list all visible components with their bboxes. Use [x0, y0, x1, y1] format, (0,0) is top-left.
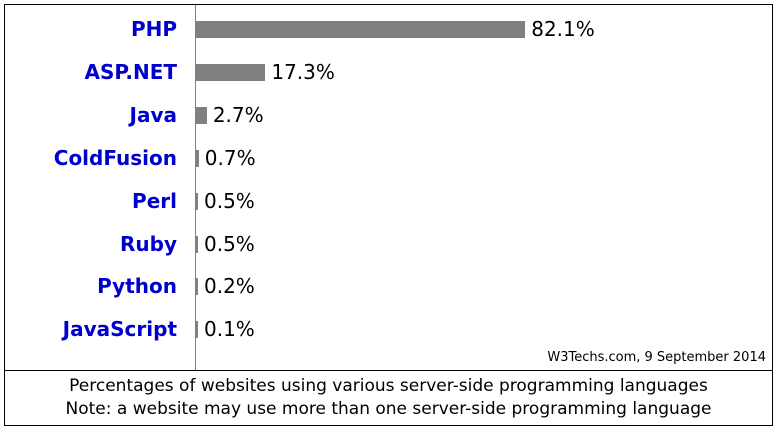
category-label: Python: [97, 274, 177, 299]
bar: [196, 192, 198, 210]
caption-line-2: Note: a website may use more than one se…: [65, 399, 712, 419]
chart-caption: Percentages of websites using various se…: [5, 371, 772, 421]
value-label: 0.1%: [204, 317, 255, 342]
bar: [196, 278, 198, 296]
category-label: JavaScript: [62, 317, 177, 342]
category-label: ColdFusion: [53, 145, 177, 170]
bar: [196, 149, 199, 167]
value-label: 0.5%: [204, 188, 255, 213]
category-label: Java: [129, 102, 177, 127]
bar: [196, 321, 198, 339]
value-label: 0.2%: [204, 274, 255, 299]
category-label: ASP.NET: [84, 59, 177, 84]
category-label: Perl: [132, 188, 177, 213]
bar: [196, 63, 266, 81]
bar: [196, 106, 207, 124]
value-label: 0.7%: [204, 145, 256, 170]
bar: [196, 235, 198, 253]
chart-credit: W3Techs.com, 9 September 2014: [547, 350, 766, 365]
plot-area: PHP 82.1% ASP.NET 17.3% Java 2.7% ColdFusion 0.…: [5, 5, 772, 371]
caption-line-1: Percentages of websites using various se…: [69, 376, 708, 396]
value-label: 0.5%: [204, 231, 255, 256]
value-label: 82.1%: [531, 17, 595, 41]
category-label: Ruby: [120, 231, 177, 256]
y-axis-line: [195, 5, 196, 370]
category-label: PHP: [130, 17, 177, 41]
chart-frame: PHP 82.1% ASP.NET 17.3% Java 2.7% ColdFusion 0.…: [4, 4, 773, 426]
value-label: 2.7%: [212, 102, 264, 127]
value-label: 17.3%: [271, 59, 335, 84]
bar: [196, 21, 526, 38]
